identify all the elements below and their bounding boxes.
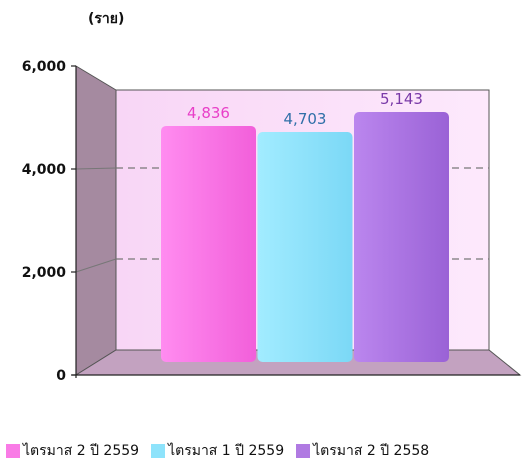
bar	[161, 125, 256, 362]
side-wall	[75, 65, 117, 376]
legend-item: ไตรมาส 2 ปี 2558	[296, 440, 429, 462]
value-labels: 4,836 4,703 5,143	[187, 90, 423, 128]
legend-item: ไตรมาส 1 ปี 2559	[151, 440, 284, 462]
bar	[354, 111, 449, 362]
y-tick-label: 0	[56, 368, 66, 384]
legend-label: ไตรมาส 2 ปี 2558	[313, 443, 430, 459]
bar	[257, 132, 353, 362]
y-tick-label: 2,000	[22, 265, 67, 281]
legend-label: ไตรมาส 2 ปี 2559	[23, 443, 140, 459]
bar-value-label: 5,143	[380, 90, 423, 108]
y-axis-ticks: 0 2,000 4,000 6,000	[22, 59, 76, 384]
bar-value-label: 4,836	[187, 104, 230, 122]
legend: ไตรมาส 2 ปี 2559 ไตรมาส 1 ปี 2559 ไตรมาส…	[6, 440, 529, 462]
bar-value-label: 4,703	[284, 110, 327, 128]
side-gridline	[75, 258, 117, 273]
y-tick-label: 6,000	[22, 59, 67, 75]
legend-label: ไตรมาส 1 ปี 2559	[168, 443, 285, 459]
y-unit-label: (ราย)	[88, 11, 125, 27]
y-tick-label: 4,000	[22, 162, 67, 178]
legend-swatch	[151, 444, 166, 458]
side-gridline	[75, 167, 117, 170]
legend-swatch	[296, 444, 311, 458]
bars	[161, 111, 449, 362]
legend-swatch	[6, 444, 20, 458]
legend-item: ไตรมาส 2 ปี 2559	[6, 440, 139, 462]
